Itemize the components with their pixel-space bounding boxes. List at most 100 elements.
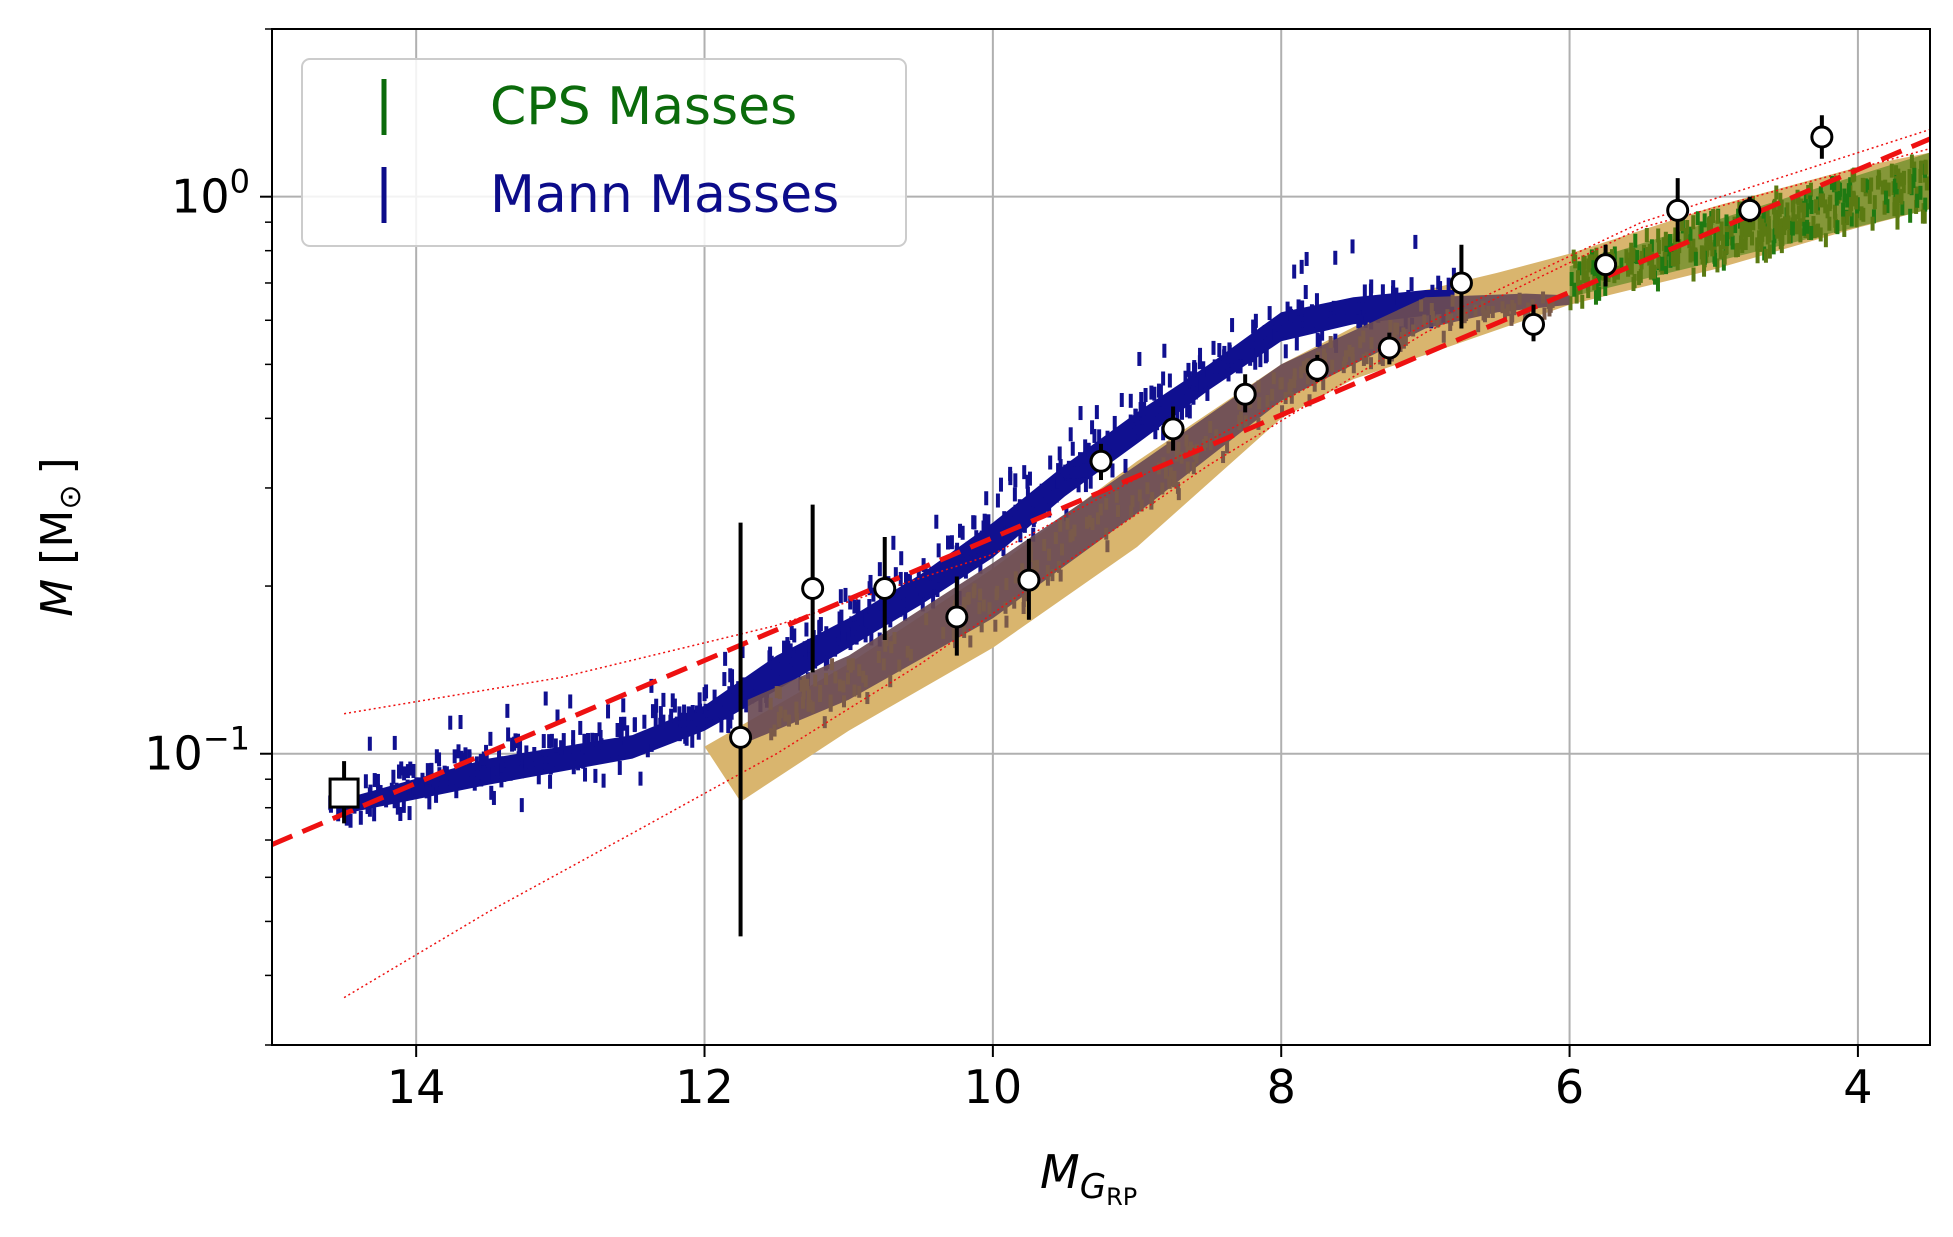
mann-mass-tick	[823, 656, 828, 671]
mann-mass-tick	[402, 766, 407, 781]
mann-mass-tick	[1187, 371, 1192, 386]
cps-mass-tick	[1846, 183, 1851, 198]
mann-mass-tick	[437, 752, 442, 767]
cps-mass-tick	[1801, 212, 1806, 227]
mann-mass-tick	[848, 636, 853, 651]
mann-mass-tick	[782, 640, 787, 655]
mann-mass-tick	[486, 767, 491, 782]
mann-mass-tick	[1084, 463, 1089, 478]
mann-mass-tick	[1034, 507, 1039, 522]
binned-point	[1522, 312, 1546, 336]
cps-mass-tick	[1883, 179, 1888, 194]
cps-mass-tick	[1633, 233, 1638, 248]
overlap-tick	[810, 701, 815, 714]
mann-mass-tick	[489, 785, 494, 800]
cps-mass-tick	[1835, 176, 1840, 191]
x-axis-label: MGRP	[1040, 1145, 1137, 1211]
x-tick-label: 4	[1843, 1060, 1872, 1114]
overlap-tick	[1288, 378, 1293, 391]
cps-mass-tick	[1790, 221, 1795, 236]
mann-mass-tick	[1013, 473, 1018, 488]
cps-mass-tick	[1875, 175, 1880, 190]
mann-mass-tick	[1152, 386, 1157, 401]
mann-mass-tick	[1184, 380, 1189, 395]
overlap-tick	[1045, 573, 1050, 586]
mann-mass-tick	[1325, 303, 1330, 318]
overlap-tick	[962, 625, 967, 638]
mann-mass-tick	[931, 575, 936, 590]
mann-mass-tick	[728, 668, 733, 683]
binned-point	[801, 576, 825, 600]
cps-mass-tick	[1867, 189, 1872, 204]
overlap-tick	[1042, 539, 1047, 552]
mann-mass-tick	[920, 597, 925, 612]
cps-mass-tick	[1569, 272, 1574, 287]
overlap-tick	[1020, 563, 1025, 576]
y-tick-base: 10	[144, 727, 203, 781]
mann-mass-tick	[1025, 486, 1030, 501]
cps-mass-tick	[1691, 215, 1696, 230]
cps-mass-tick	[1711, 208, 1716, 223]
mann-mass-tick	[1357, 302, 1362, 317]
mann-mass-tick	[1258, 353, 1263, 368]
cps-mass-tick	[1689, 246, 1694, 261]
overlap-tick	[852, 684, 857, 697]
mann-mass-tick	[568, 694, 573, 709]
mann-mass-tick	[555, 709, 560, 724]
overlap-tick	[965, 592, 970, 605]
cps-mass-tick	[1872, 195, 1877, 210]
mann-mass-tick	[661, 714, 666, 729]
overlap-tick	[778, 706, 783, 719]
overlap-tick	[865, 692, 870, 705]
mann-mass-tick	[590, 746, 595, 761]
overlap-tick	[1060, 543, 1065, 556]
mann-mass-tick	[1013, 504, 1018, 519]
cps-mass-tick	[1797, 218, 1802, 233]
mann-mass-tick	[703, 703, 708, 718]
overlap-tick	[1214, 429, 1219, 442]
cps-mass-tick	[1899, 190, 1904, 205]
mann-mass-tick	[1254, 340, 1259, 355]
mann-mass-tick	[467, 749, 472, 764]
cps-mass-tick	[1572, 282, 1577, 297]
cps-mass-tick	[1832, 176, 1837, 191]
cps-mass-tick	[1715, 209, 1720, 224]
mann-mass-tick	[367, 787, 372, 802]
cps-mass-tick	[1687, 234, 1692, 249]
mann-mass-tick	[454, 784, 459, 799]
mann-mass-tick	[660, 726, 665, 741]
mann-mass-tick	[1430, 284, 1435, 299]
cps-mass-tick	[1631, 247, 1636, 262]
y-tick-label: 100	[171, 163, 250, 224]
mann-mass-tick	[1031, 527, 1036, 542]
mann-mass-tick	[1025, 474, 1030, 489]
mann-mass-tick	[802, 641, 807, 656]
mann-mass-tick	[512, 736, 517, 751]
cps-mass-tick	[1612, 269, 1617, 284]
overlap-tick	[777, 715, 782, 728]
cps-mass-tick	[1573, 254, 1578, 269]
overlap-tick	[1378, 352, 1383, 365]
mann-mass-tick	[459, 750, 464, 765]
mann-mass-tick	[645, 743, 650, 758]
mann-mass-tick	[1078, 467, 1083, 482]
mann-mass-tick	[1252, 327, 1257, 342]
cps-mass-tick	[1719, 221, 1724, 236]
cps-mass-tick	[1735, 242, 1740, 257]
mann-mass-tick	[1141, 406, 1146, 421]
overlap-tick	[1473, 304, 1478, 317]
cps-mass-tick	[1590, 260, 1595, 275]
mann-mass-tick	[686, 706, 691, 721]
cps-mass-tick	[1662, 252, 1667, 267]
x-tick-label: 6	[1555, 1060, 1584, 1114]
overlap-tick	[1090, 517, 1095, 530]
mann-mass-tick	[391, 769, 396, 784]
overlap-tick	[769, 728, 774, 741]
mann-mass-tick	[1048, 455, 1053, 470]
overlap-tick	[841, 695, 846, 708]
overlap-tick	[951, 627, 956, 640]
mann-mass-tick	[769, 655, 774, 670]
overlap-tick	[1457, 307, 1462, 320]
mann-mass-tick	[978, 559, 983, 574]
cps-mass-tick	[1708, 231, 1713, 246]
